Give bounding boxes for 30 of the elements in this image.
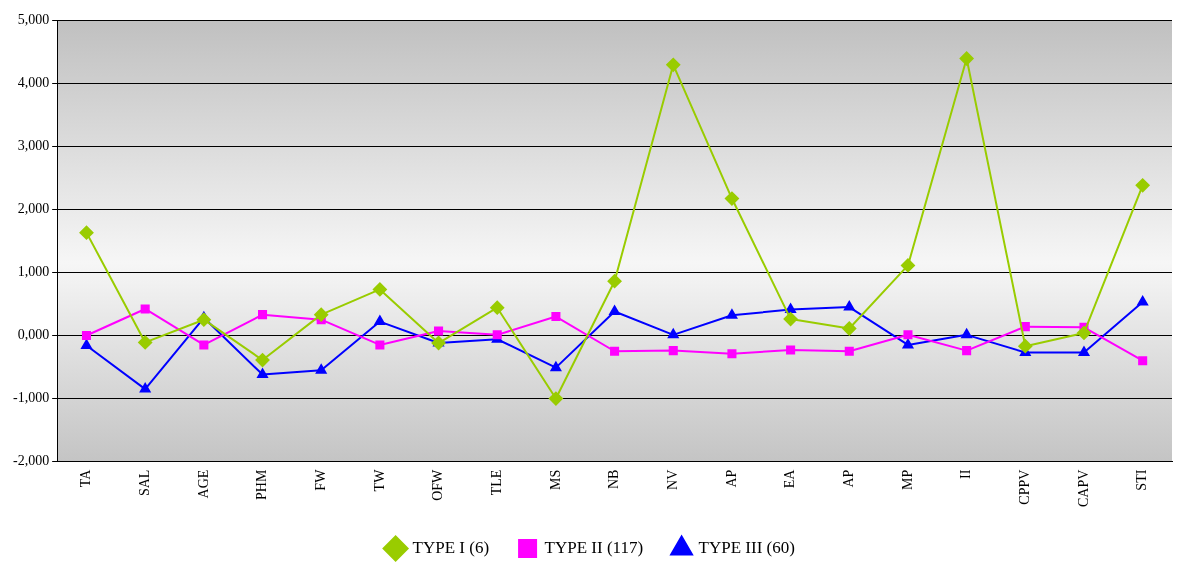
- x-tick-label: II: [958, 469, 974, 479]
- y-tick-label: 3,000: [17, 137, 50, 153]
- x-tick-label: TA: [78, 468, 94, 488]
- legend-label: TYPE II (117): [544, 537, 644, 557]
- x-tick-label: MP: [899, 469, 915, 490]
- y-tick-label: 5,000: [17, 11, 50, 27]
- x-tick-label: TLE: [488, 469, 504, 496]
- x-tick-label: AGE: [195, 469, 211, 499]
- x-tick-label: MS: [547, 469, 563, 490]
- y-tick-label: 1,000: [17, 264, 50, 280]
- x-tick-label: AP: [840, 469, 856, 488]
- y-tick-label: 0,000: [17, 327, 50, 343]
- y-tick-label: 2,000: [17, 200, 50, 216]
- x-tick-label: CAPV: [1075, 469, 1091, 508]
- x-tick-label: CPPV: [1016, 469, 1032, 505]
- x-tick-label: FW: [312, 468, 328, 491]
- y-tick-label: -2,000: [12, 453, 50, 469]
- x-tick-label: NV: [664, 469, 680, 490]
- x-tick-label: TW: [371, 468, 387, 492]
- legend-label: TYPE III (60): [698, 537, 795, 557]
- x-tick-label: PHM: [254, 469, 270, 501]
- y-tick-label: 4,000: [17, 74, 50, 90]
- x-tick-label: STI: [1134, 469, 1150, 491]
- legend-label: TYPE I (6): [412, 537, 490, 557]
- x-tick-label: EA: [782, 468, 798, 489]
- y-tick-label: -1,000: [12, 390, 50, 406]
- x-tick-label: AP: [723, 469, 739, 488]
- x-tick-label: NB: [606, 469, 622, 490]
- x-tick-label: OFW: [430, 468, 446, 501]
- x-tick-label: SAL: [136, 469, 152, 497]
